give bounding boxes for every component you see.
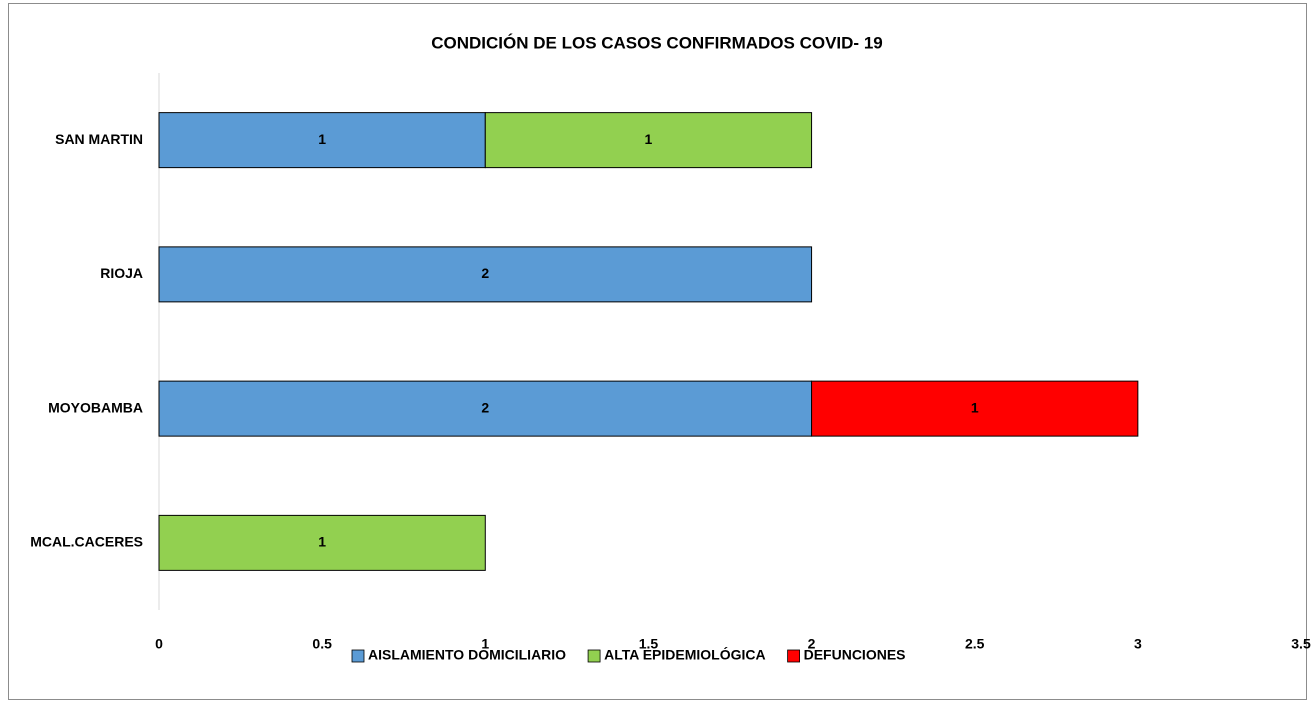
x-tick-label: 3.5 [1291,636,1311,652]
x-tick-label: 0.5 [312,636,332,652]
legend-label: ALTA EPIDEMIOLÓGICA [604,646,766,663]
bar-segment [158,514,486,571]
data-label: 1 [971,399,979,415]
bar-segment [158,112,486,169]
legend-swatch [787,649,800,663]
legend-swatch [351,649,365,663]
x-tick-label: 2.5 [965,636,985,652]
data-label: 2 [481,265,489,281]
x-tick-label: 1 [481,636,489,652]
x-tick-label: 2 [808,636,816,652]
chart-title: CONDICIÓN DE LOS CASOS CONFIRMADOS COVID… [431,33,882,52]
legend-label: DEFUNCIONES [804,647,906,663]
bar-segment [158,246,813,303]
chart-frame [8,3,1307,700]
x-tick-label: 3 [1134,636,1142,652]
data-label: 1 [645,131,653,147]
x-tick-label: 1.5 [639,636,659,652]
bar-segment [811,380,1139,437]
y-tick-label: RIOJA [100,265,143,281]
data-label: 2 [481,399,489,415]
bar-segment [484,112,813,169]
legend-label: AISLAMIENTO DOMICILIARIO [368,647,566,663]
legend-swatch [587,649,601,663]
data-label: 1 [318,534,326,550]
bar-segment [158,380,813,437]
data-label: 1 [318,131,326,147]
x-tick-label: 0 [155,636,163,652]
y-tick-label: MOYOBAMBA [48,399,143,415]
y-tick-label: MCAL.CACERES [30,534,143,550]
y-tick-label: SAN MARTIN [55,131,143,147]
